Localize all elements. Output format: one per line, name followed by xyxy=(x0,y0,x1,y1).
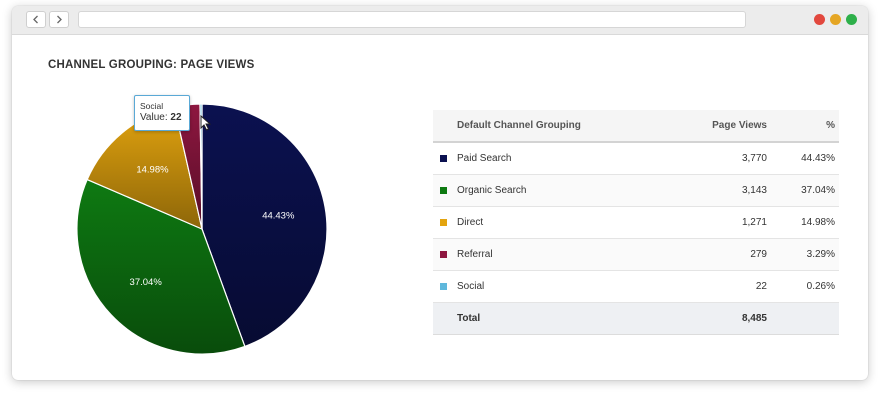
total-label: Total xyxy=(457,313,481,324)
row-channel: Referral xyxy=(457,249,493,260)
row-page-views: 1,271 xyxy=(741,217,767,228)
table-row: Paid Search 3,770 44.43% xyxy=(433,143,839,175)
total-page-views: 8,485 xyxy=(741,313,767,324)
row-page-views: 3,143 xyxy=(741,185,767,196)
tooltip-value-label: Value: xyxy=(140,112,168,123)
pie-slice-organic-search[interactable] xyxy=(76,178,246,354)
chart-title: CHANNEL GROUPING: PAGE VIEWS xyxy=(48,59,255,71)
tooltip-value-row: Value: 22 xyxy=(140,111,184,124)
header-page-views[interactable]: Page Views xyxy=(712,120,767,131)
row-percent: 37.04% xyxy=(801,185,835,196)
legend-swatch xyxy=(440,219,447,226)
legend-swatch xyxy=(440,251,447,258)
tooltip-series-name: Social xyxy=(140,101,164,111)
close-window-dot[interactable] xyxy=(814,14,825,25)
channel-table: Default Channel Grouping Page Views % Pa… xyxy=(433,110,839,335)
table-row: Social 22 0.26% xyxy=(433,271,839,303)
chart-tooltip: Social Value: 22 xyxy=(134,95,190,131)
table-header: Default Channel Grouping Page Views % xyxy=(433,110,839,143)
slice-label: 37.04% xyxy=(130,277,163,288)
table-row: Organic Search 3,143 37.04% xyxy=(433,175,839,207)
row-percent: 14.98% xyxy=(801,217,835,228)
chevron-left-icon xyxy=(33,15,38,24)
pie-slice-paid-search[interactable] xyxy=(201,103,328,348)
pie-chart: 44.43% 37.04% 14.98% xyxy=(76,103,328,354)
table-row: Referral 279 3.29% xyxy=(433,239,839,271)
row-page-views: 279 xyxy=(750,249,767,260)
table-row: Direct 1,271 14.98% xyxy=(433,207,839,239)
maximize-window-dot[interactable] xyxy=(846,14,857,25)
tooltip-value: 22 xyxy=(170,112,182,123)
pie-slice-social[interactable] xyxy=(199,103,203,230)
minimize-window-dot[interactable] xyxy=(830,14,841,25)
row-page-views: 22 xyxy=(755,281,767,292)
mouse-cursor-icon xyxy=(200,115,211,131)
legend-swatch xyxy=(440,283,447,290)
slice-label: 44.43% xyxy=(262,211,295,222)
header-percent[interactable]: % xyxy=(826,120,835,131)
row-percent: 44.43% xyxy=(801,153,835,164)
forward-button[interactable] xyxy=(49,11,69,28)
address-bar[interactable] xyxy=(78,11,746,28)
legend-swatch xyxy=(440,187,447,194)
row-channel: Direct xyxy=(457,217,484,228)
chevron-right-icon xyxy=(57,15,62,24)
back-button[interactable] xyxy=(26,11,46,28)
title-bar xyxy=(12,6,868,35)
row-percent: 0.26% xyxy=(806,281,835,292)
table-total-row: Total 8,485 xyxy=(433,303,839,335)
browser-window: CHANNEL GROUPING: PAGE VIEWS 44.43% 37.04… xyxy=(12,6,868,380)
header-channel[interactable]: Default Channel Grouping xyxy=(457,120,581,131)
row-page-views: 3,770 xyxy=(741,153,767,164)
row-percent: 3.29% xyxy=(806,249,835,260)
row-channel: Social xyxy=(457,281,485,292)
row-channel: Paid Search xyxy=(457,153,512,164)
row-channel: Organic Search xyxy=(457,185,527,196)
slice-label: 14.98% xyxy=(136,164,169,175)
legend-swatch xyxy=(440,155,447,162)
